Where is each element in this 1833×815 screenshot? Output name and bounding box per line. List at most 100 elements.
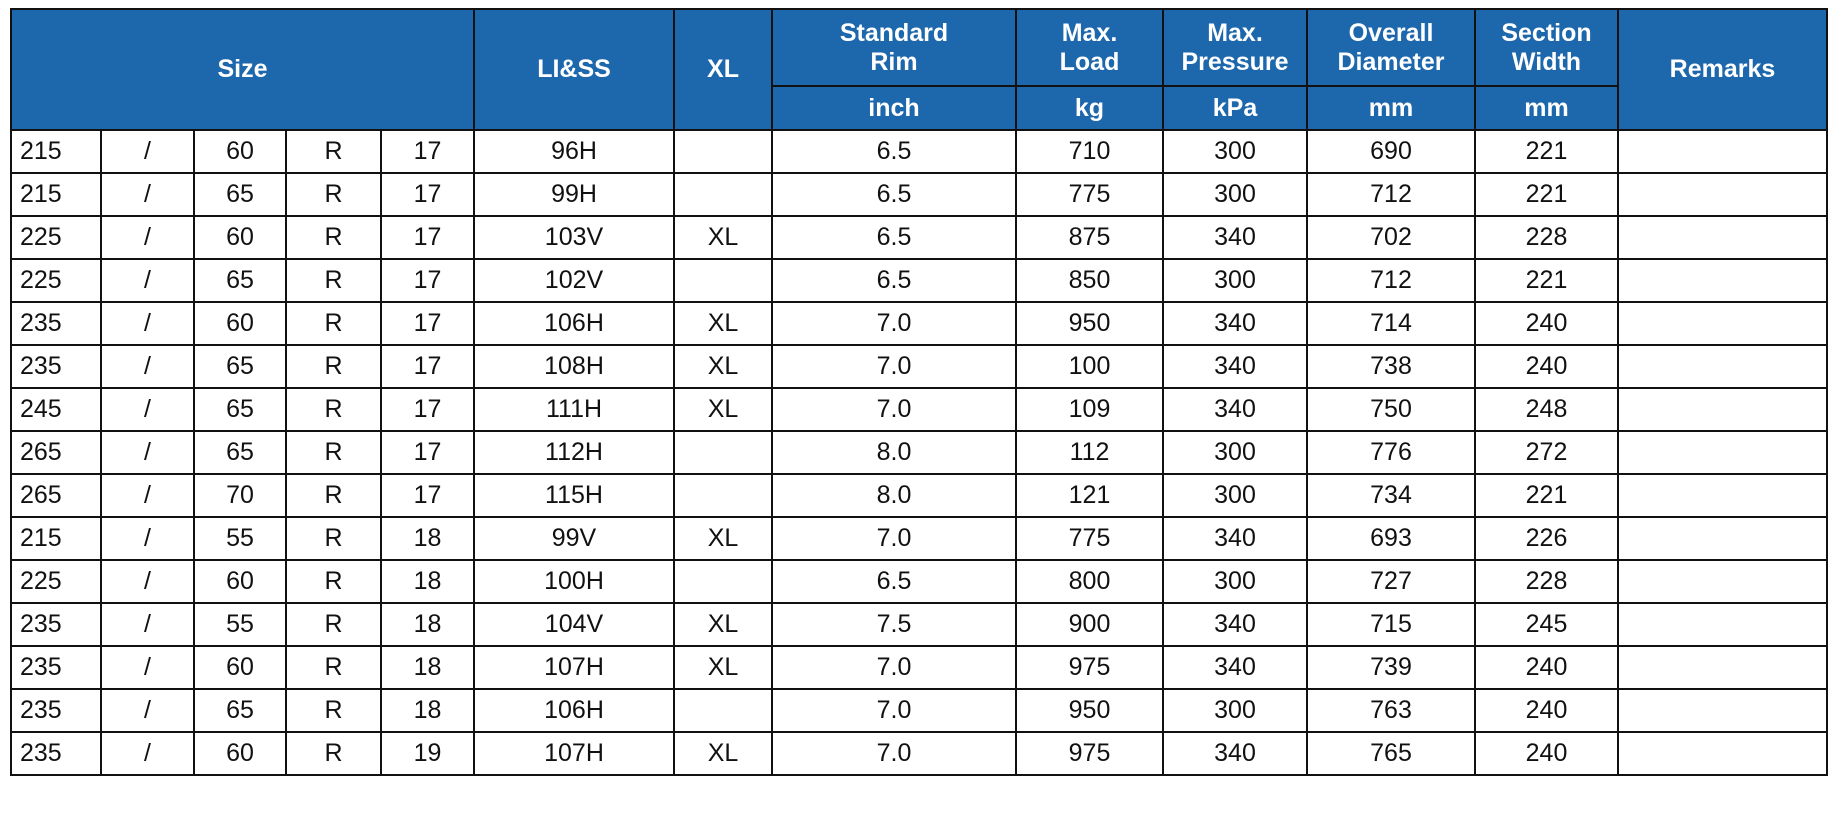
cell-separator: / [100, 430, 195, 475]
cell-overall-diameter: 734 [1306, 473, 1476, 518]
table-row: 235/60 R 18 107H XL 7.0 975 340 739 240 [10, 645, 1828, 690]
cell-width: 215 [10, 172, 102, 217]
cell-construction: R [285, 688, 382, 733]
cell-rim-diameter: 17 [380, 387, 475, 432]
cell-remarks [1617, 473, 1828, 518]
cell-xl: XL [673, 602, 773, 647]
cell-max-load: 875 [1015, 215, 1164, 260]
header-section-width: Section Width [1474, 8, 1619, 87]
cell-section-width: 240 [1474, 731, 1619, 776]
cell-remarks [1617, 602, 1828, 647]
cell-remarks [1617, 301, 1828, 346]
cell-rim-diameter: 17 [380, 430, 475, 475]
cell-section-width: 245 [1474, 602, 1619, 647]
cell-standard-rim: 6.5 [771, 258, 1017, 303]
table-row: 235/60 R 17 106H XL 7.0 950 340 714 240 [10, 301, 1828, 346]
cell-aspect-ratio: 70 [193, 473, 287, 518]
cell-separator: / [100, 559, 195, 604]
header-li-ss: LI&SS [473, 8, 675, 131]
cell-aspect-ratio: 60 [193, 129, 287, 174]
cell-max-pressure: 300 [1162, 688, 1308, 733]
cell-li-ss: 106H [473, 301, 675, 346]
cell-rim-diameter: 18 [380, 559, 475, 604]
cell-width: 235 [10, 688, 102, 733]
table-row: 215/55 R 18 99V XL 7.0 775 340 693 226 [10, 516, 1828, 561]
cell-width: 215 [10, 516, 102, 561]
cell-construction: R [285, 344, 382, 389]
cell-section-width: 221 [1474, 129, 1619, 174]
cell-max-pressure: 340 [1162, 645, 1308, 690]
table-row: 245/65 R 17 111H XL 7.0 109 340 750 248 [10, 387, 1828, 432]
cell-construction: R [285, 215, 382, 260]
cell-overall-diameter: 776 [1306, 430, 1476, 475]
cell-standard-rim: 8.0 [771, 430, 1017, 475]
cell-separator: / [100, 344, 195, 389]
cell-standard-rim: 6.5 [771, 172, 1017, 217]
cell-max-load: 900 [1015, 602, 1164, 647]
cell-rim-diameter: 18 [380, 645, 475, 690]
cell-overall-diameter: 714 [1306, 301, 1476, 346]
table-row: 235/65 R 18 106H 7.0 950 300 763 240 [10, 688, 1828, 733]
header-max-load-line2: Load [1059, 47, 1120, 76]
cell-width: 225 [10, 258, 102, 303]
cell-remarks [1617, 559, 1828, 604]
header-size: Size [10, 8, 475, 131]
cell-width: 215 [10, 129, 102, 174]
cell-standard-rim: 7.0 [771, 301, 1017, 346]
cell-overall-diameter: 712 [1306, 172, 1476, 217]
header-xl: XL [673, 8, 773, 131]
cell-width: 235 [10, 645, 102, 690]
header-max-pressure: Max. Pressure [1162, 8, 1308, 87]
header-section-width-line1: Section [1501, 18, 1592, 47]
cell-max-load: 975 [1015, 645, 1164, 690]
header-overall-diameter-line2: Diameter [1337, 47, 1445, 76]
cell-construction: R [285, 731, 382, 776]
cell-separator: / [100, 258, 195, 303]
cell-construction: R [285, 387, 382, 432]
cell-width: 235 [10, 731, 102, 776]
table-row: 215/60 R 17 96H 6.5 710 300 690 221 [10, 129, 1828, 174]
cell-max-pressure: 300 [1162, 559, 1308, 604]
cell-overall-diameter: 763 [1306, 688, 1476, 733]
cell-section-width: 228 [1474, 215, 1619, 260]
cell-li-ss: 96H [473, 129, 675, 174]
tyre-spec-table-wrapper: Size LI&SS XL Standard Rim Max. Load Max… [10, 8, 1828, 776]
cell-max-pressure: 340 [1162, 301, 1308, 346]
cell-section-width: 221 [1474, 473, 1619, 518]
cell-section-width: 221 [1474, 172, 1619, 217]
unit-rim: inch [771, 85, 1017, 131]
cell-section-width: 240 [1474, 688, 1619, 733]
cell-aspect-ratio: 65 [193, 688, 287, 733]
cell-separator: / [100, 516, 195, 561]
cell-standard-rim: 6.5 [771, 129, 1017, 174]
cell-li-ss: 106H [473, 688, 675, 733]
cell-li-ss: 107H [473, 645, 675, 690]
cell-li-ss: 104V [473, 602, 675, 647]
cell-aspect-ratio: 65 [193, 172, 287, 217]
cell-rim-diameter: 17 [380, 215, 475, 260]
unit-load: kg [1015, 85, 1164, 131]
cell-standard-rim: 7.0 [771, 731, 1017, 776]
cell-overall-diameter: 715 [1306, 602, 1476, 647]
cell-section-width: 240 [1474, 344, 1619, 389]
cell-overall-diameter: 712 [1306, 258, 1476, 303]
unit-section-width: mm [1474, 85, 1619, 131]
table-row: 265/65 R 17 112H 8.0 112 300 776 272 [10, 430, 1828, 475]
cell-max-load: 850 [1015, 258, 1164, 303]
table-row: 225/60 R 17 103V XL 6.5 875 340 702 228 [10, 215, 1828, 260]
cell-remarks [1617, 258, 1828, 303]
cell-separator: / [100, 731, 195, 776]
tyre-spec-table: Size LI&SS XL Standard Rim Max. Load Max… [10, 8, 1828, 776]
cell-overall-diameter: 739 [1306, 645, 1476, 690]
cell-max-pressure: 340 [1162, 387, 1308, 432]
cell-max-load: 121 [1015, 473, 1164, 518]
cell-standard-rim: 8.0 [771, 473, 1017, 518]
cell-xl [673, 430, 773, 475]
cell-rim-diameter: 17 [380, 301, 475, 346]
cell-construction: R [285, 172, 382, 217]
cell-xl [673, 172, 773, 217]
cell-xl [673, 559, 773, 604]
header-section-width-line2: Width [1511, 47, 1582, 76]
cell-standard-rim: 7.5 [771, 602, 1017, 647]
cell-section-width: 248 [1474, 387, 1619, 432]
